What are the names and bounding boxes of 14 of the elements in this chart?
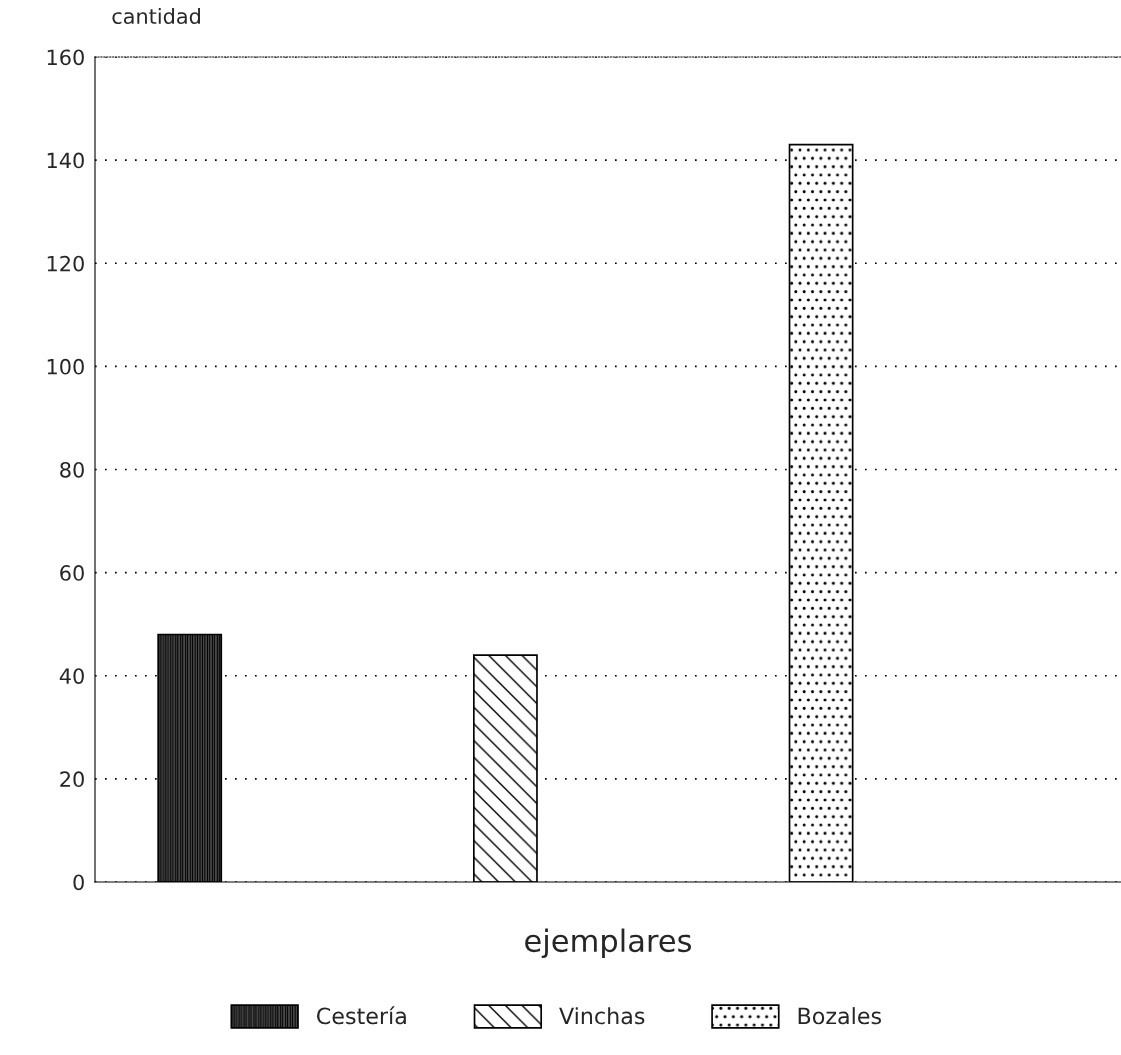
- y-tick-label: 20: [60, 771, 84, 788]
- y-tick-label: 120: [47, 255, 84, 272]
- x-axis-title: ejemplares: [525, 928, 692, 959]
- y-tick-label: 40: [59, 668, 84, 684]
- y-tick-label: 80: [60, 461, 84, 478]
- legend-label: Bozales: [798, 1007, 881, 1025]
- y-tick-label: 0: [73, 874, 84, 891]
- y-tick-label: 60: [60, 565, 84, 581]
- legend-label: Vinchas: [559, 1007, 645, 1025]
- y-axis-title: cantidad: [112, 7, 200, 25]
- y-tick-label: 160: [47, 49, 84, 66]
- y-tick-label: 100: [47, 358, 84, 375]
- legend-label: Cestería: [317, 1006, 406, 1025]
- y-tick-label: 140: [47, 152, 84, 169]
